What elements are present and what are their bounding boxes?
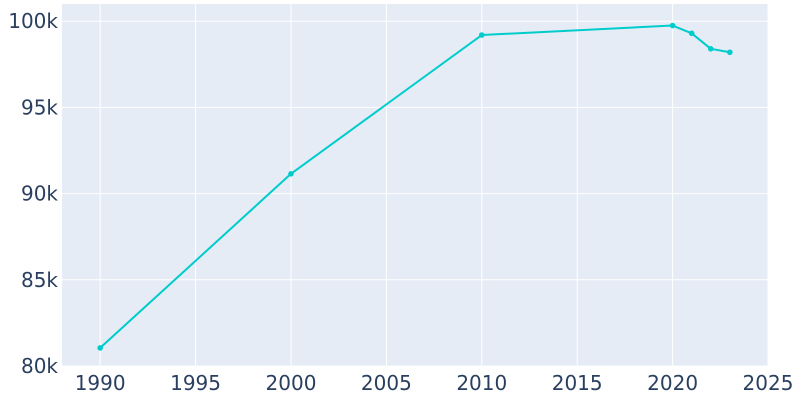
y-tick-label: 90k — [21, 182, 58, 206]
y-axis: 80k 85k 90k 95k 100k — [8, 9, 58, 378]
data-point — [669, 22, 676, 29]
x-tick-label: 1990 — [75, 371, 126, 395]
series-layer — [97, 22, 733, 351]
data-point — [707, 46, 714, 52]
y-tick-label: 100k — [8, 9, 58, 33]
y-tick-label: 95k — [21, 95, 58, 119]
x-tick-label: 2000 — [266, 371, 317, 395]
x-tick-label: 1995 — [170, 371, 221, 395]
data-point — [727, 49, 733, 56]
data-point — [97, 345, 103, 351]
x-axis: 1990 1995 2000 2005 2010 2015 2020 2025 — [75, 371, 794, 395]
plot-area — [62, 4, 768, 366]
y-tick-label: 80k — [21, 354, 58, 378]
x-tick-label: 2005 — [361, 371, 412, 395]
x-tick-label: 2015 — [552, 371, 603, 395]
data-point — [288, 170, 294, 177]
y-tick-label: 85k — [21, 268, 58, 292]
data-point — [478, 32, 485, 38]
data-point — [688, 30, 695, 37]
x-tick-label: 2025 — [743, 371, 794, 395]
gridlines — [62, 4, 769, 367]
x-tick-label: 2020 — [647, 371, 698, 395]
x-tick-label: 2010 — [456, 371, 507, 395]
